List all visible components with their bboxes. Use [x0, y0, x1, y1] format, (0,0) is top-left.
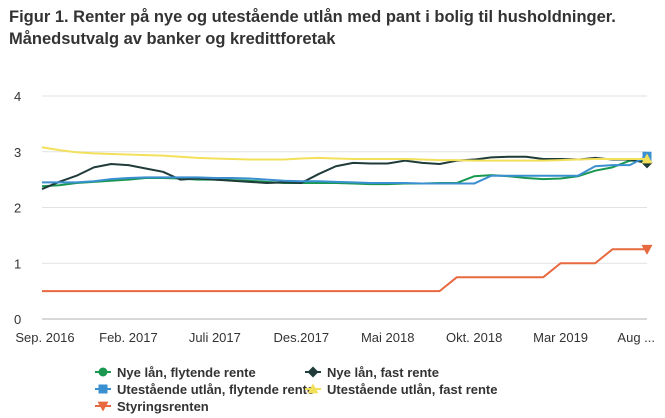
legend-label: Nye lån, fast rente: [327, 365, 439, 380]
legend-item: Utestående utlån, fast rente: [305, 382, 498, 397]
x-tick-label: Aug ...: [617, 330, 655, 345]
y-tick-label: 1: [14, 256, 21, 271]
legend-item: Styringsrenten: [95, 399, 209, 414]
x-tick-label: Mai 2018: [361, 330, 414, 345]
legend-item: Utestående utlån, flytende rente: [95, 382, 314, 397]
x-tick-label: Feb. 2017: [99, 330, 158, 345]
x-tick-label: Okt. 2018: [446, 330, 502, 345]
chart-title: Figur 1. Renter på nye og utestående utl…: [9, 8, 616, 48]
legend-swatch-marker: [98, 384, 108, 394]
grid-lines: [42, 95, 647, 320]
y-axis: 0 1 2 3 4: [14, 89, 21, 327]
x-tick-label: Sep. 2016: [15, 330, 74, 345]
series-3: [41, 146, 653, 164]
x-axis: Sep. 2016 Feb. 2017 Juli 2017 Des.2017 Mai 2…: [15, 330, 655, 345]
y-tick-label: 0: [14, 312, 21, 327]
series-lines: [41, 146, 653, 293]
series-end-marker: [641, 244, 653, 255]
series-line: [42, 155, 648, 185]
legend: Nye lån, flytende rente Nye lån, fast ren…: [95, 365, 498, 414]
legend-item: Nye lån, flytende rente: [95, 365, 256, 380]
legend-label: Utestående utlån, flytende rente: [117, 382, 314, 397]
y-tick-label: 2: [14, 201, 21, 216]
legend-swatch-marker: [98, 367, 108, 377]
series-end-marker: [641, 153, 653, 164]
legend-label: Nye lån, flytende rente: [117, 365, 256, 380]
y-tick-label: 3: [14, 145, 21, 160]
legend-swatch-marker: [307, 383, 319, 394]
legend-swatch-marker: [307, 366, 319, 378]
series-line: [41, 155, 648, 191]
x-tick-label: Mar 2019: [533, 330, 588, 345]
legend-swatch-marker: [97, 401, 109, 412]
y-tick-label: 4: [14, 89, 21, 104]
x-tick-label: Des.2017: [273, 330, 329, 345]
series-4: [42, 244, 653, 293]
legend-label: Styringsrenten: [117, 399, 209, 414]
legend-item: Nye lån, fast rente: [305, 365, 439, 380]
series-line: [41, 146, 647, 162]
series-line: [42, 248, 647, 293]
x-tick-label: Juli 2017: [189, 330, 241, 345]
legend-label: Utestående utlån, fast rente: [327, 382, 498, 397]
